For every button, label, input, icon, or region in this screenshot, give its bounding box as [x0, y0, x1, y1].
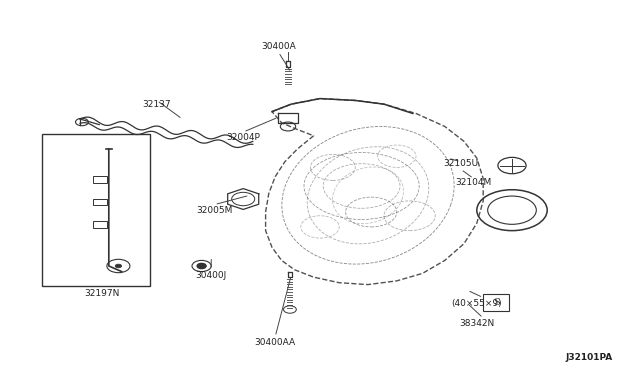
- Text: 32137: 32137: [143, 100, 171, 109]
- Bar: [93, 199, 107, 205]
- Circle shape: [115, 264, 122, 268]
- Text: 30400A: 30400A: [261, 42, 296, 51]
- Text: 32105U: 32105U: [444, 159, 478, 168]
- Bar: [93, 176, 107, 183]
- Text: J32101PA: J32101PA: [565, 353, 612, 362]
- Bar: [42, 134, 150, 286]
- Text: S: S: [493, 298, 499, 307]
- Text: (40×55×9): (40×55×9): [451, 299, 502, 308]
- Text: 30400J: 30400J: [196, 271, 227, 280]
- Text: 30400AA: 30400AA: [255, 338, 296, 347]
- Text: 32104M: 32104M: [456, 178, 492, 187]
- Text: 38342N: 38342N: [459, 319, 495, 328]
- Text: 32005M: 32005M: [196, 206, 232, 215]
- Bar: [483, 294, 509, 311]
- Text: 32197N: 32197N: [84, 289, 120, 298]
- Bar: [93, 221, 107, 228]
- Text: 32004P: 32004P: [227, 133, 260, 142]
- Circle shape: [197, 263, 206, 269]
